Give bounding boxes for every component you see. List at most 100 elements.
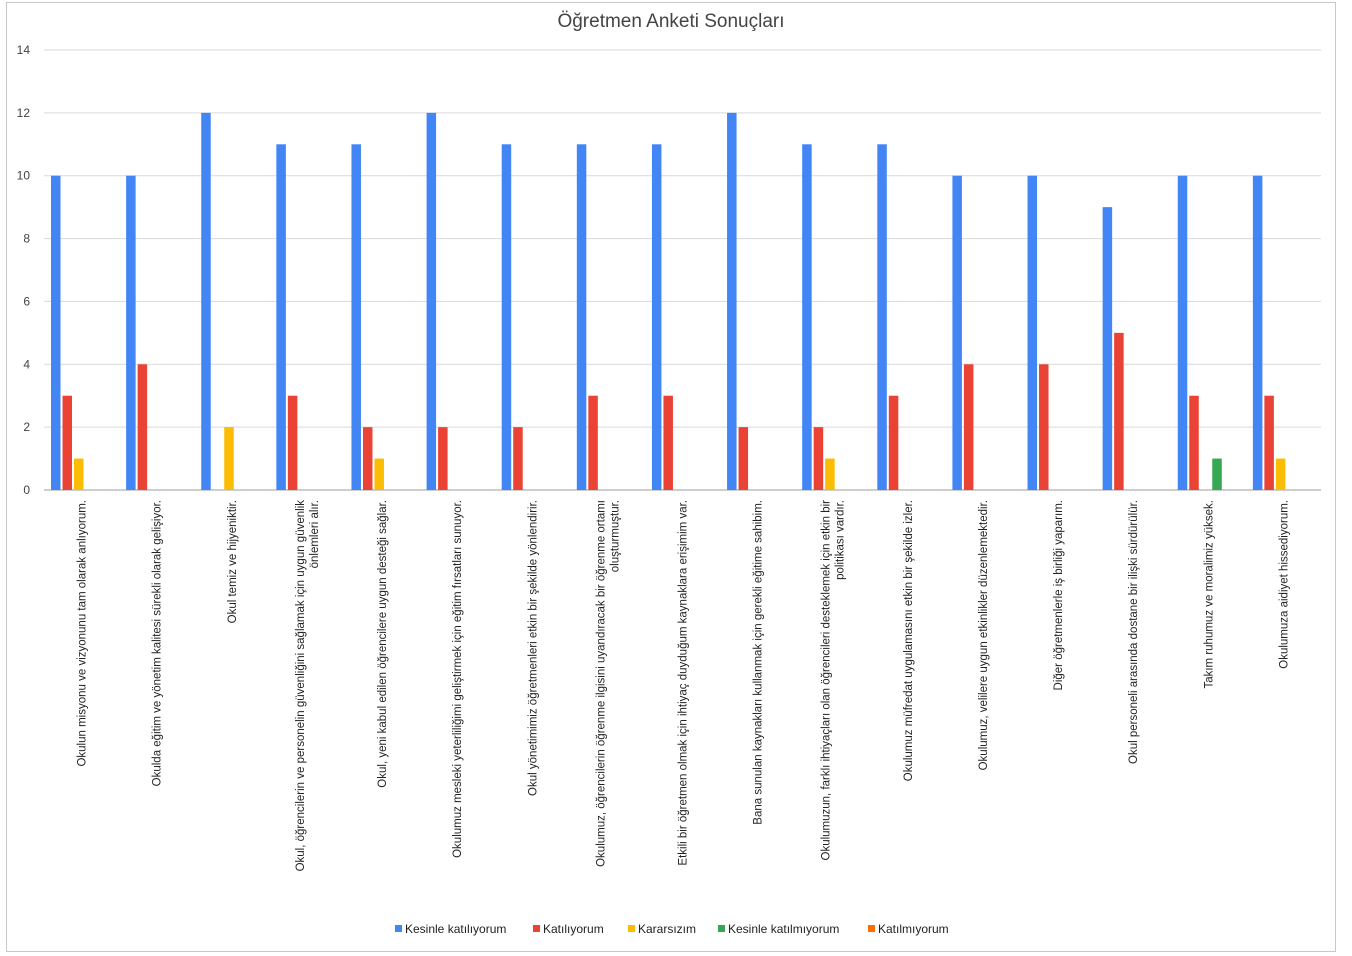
y-tick-label: 0 (23, 483, 30, 497)
legend-swatch (718, 925, 725, 932)
y-tick-label: 14 (17, 43, 31, 57)
legend-swatch (868, 925, 875, 932)
bar-2-13 (963, 364, 974, 490)
bar-2-14 (1039, 364, 1049, 490)
bar-1-10 (727, 112, 737, 490)
category-label-line: Okulun misyonu ve vizyonunu tam olarak a… (77, 500, 89, 767)
category-label-line: Bana sunulan kaynakları kullanmak için g… (753, 500, 765, 825)
y-tick-label: 6 (23, 294, 30, 308)
bar-1-13 (952, 175, 962, 490)
category-label-line: Okulumuz, öğrencilerin öğrenme ilgisini … (595, 500, 607, 867)
y-tick-label: 2 (23, 420, 30, 434)
bar-1-6 (426, 112, 437, 490)
bar-1-5 (351, 144, 361, 491)
bar-2-4 (287, 395, 298, 490)
chart-title: Öğretmen Anketi Sonuçları (557, 11, 784, 32)
chart-frame: Öğretmen Anketi Sonuçları 0 2 4 6 8 10 12 14 Ok… (6, 2, 1336, 952)
bar-2-10 (738, 427, 749, 490)
category-label: Okulun misyonu ve vizyonunu tam olarak a… (77, 500, 89, 767)
bar-1-2 (126, 175, 136, 490)
bar-3-1 (74, 458, 84, 490)
category-label-line: Okulda eğitim ve yönetim kalitesi sürekl… (152, 500, 164, 786)
legend-label: Kararsızım (638, 922, 696, 936)
bar-1-12 (877, 144, 887, 491)
category-label-line: Takım ruhumuz ve moralimiz yüksek. (1203, 500, 1215, 689)
category-label-line: Okul, yeni kabul edilen öğrencilere uygu… (377, 500, 389, 788)
bars (51, 112, 1286, 491)
y-tick-label: 8 (23, 232, 30, 246)
category-label-line: önlemleri alır. (309, 500, 321, 568)
legend-swatch (533, 925, 540, 932)
category-label: Okulumuz mesleki yeterliliğimi geliştirm… (452, 500, 464, 858)
category-label: Okul, öğrencilerin ve personelin güvenli… (295, 500, 321, 872)
y-tick-label: 4 (23, 357, 30, 371)
category-label-line: Okulumuz, velilere uygun etkinlikler düz… (978, 500, 990, 770)
bar-1-15 (1102, 207, 1113, 490)
bar-1-1 (51, 175, 61, 490)
bar-2-2 (137, 364, 148, 490)
category-label: Okulda eğitim ve yönetim kalitesi sürekl… (152, 500, 164, 786)
category-label: Okulumuz müfredat uygulamasını etkin bir… (903, 500, 915, 781)
bar-2-12 (888, 395, 899, 490)
category-label-line: Diğer öğretmenlerle iş birliği yaparım. (1053, 500, 1065, 690)
bar-1-4 (276, 144, 286, 491)
bar-2-15 (1114, 332, 1124, 490)
bar-2-1 (62, 395, 72, 490)
category-label: Okul temiz ve hijyeniktir. (227, 500, 239, 623)
category-label-line: Okul temiz ve hijyeniktir. (227, 500, 239, 623)
y-tick-label: 10 (17, 169, 31, 183)
legend-label: Kesinle katılmıyorum (728, 922, 839, 936)
category-label: Okul yönetimimiz öğretmenleri etkin bir … (527, 500, 539, 796)
category-label: Okulumuz, öğrencilerin öğrenme ilgisini … (595, 500, 621, 867)
category-label-line: politikası vardır. (835, 500, 847, 580)
bar-1-11 (802, 144, 812, 491)
category-label: Okulumuzun, farklı ihtiyaçları olan öğre… (821, 500, 847, 861)
legend-swatch (395, 925, 402, 932)
bar-1-16 (1177, 175, 1188, 490)
category-label: Takım ruhumuz ve moralimiz yüksek. (1203, 500, 1215, 689)
category-label-line: Etkili bir öğretmen olmak için ihtiyaç d… (678, 500, 690, 866)
category-label: Okulumuz, velilere uygun etkinlikler düz… (978, 500, 990, 770)
y-axis-ticks: 0 2 4 6 8 10 12 14 (17, 43, 31, 497)
category-label: Diğer öğretmenlerle iş birliği yaparım. (1053, 500, 1065, 690)
bar-1-9 (651, 144, 662, 491)
bar-1-8 (576, 144, 587, 491)
bar-3-3 (224, 427, 234, 490)
bar-4-16 (1212, 458, 1222, 490)
bar-2-8 (588, 395, 598, 490)
legend-swatch (628, 925, 635, 932)
legend-label: Katılıyorum (543, 922, 604, 936)
category-label-line: Okulumuza aidiyet hissediyorum. (1278, 500, 1290, 669)
category-label-line: oluşturmuştur. (609, 500, 621, 572)
legend-label: Kesinle katılıyorum (405, 922, 506, 936)
category-label: Bana sunulan kaynakları kullanmak için g… (753, 500, 765, 825)
bar-2-17 (1264, 395, 1274, 490)
bar-2-9 (663, 395, 673, 490)
bar-2-7 (513, 427, 523, 490)
category-label-line: Okul personeli arasında dostane bir iliş… (1128, 500, 1140, 764)
category-label-line: Okulumuz mesleki yeterliliğimi geliştirm… (452, 500, 464, 858)
category-label-line: Okul, öğrencilerin ve personelin güvenli… (295, 500, 307, 872)
bar-chart: Öğretmen Anketi Sonuçları 0 2 4 6 8 10 12 14 Ok… (17, 11, 1321, 936)
bar-2-11 (813, 427, 824, 490)
bar-1-3 (201, 112, 211, 490)
x-axis-labels: Okulun misyonu ve vizyonunu tam olarak a… (77, 500, 1291, 872)
bar-1-14 (1027, 175, 1038, 490)
bar-1-7 (501, 144, 512, 491)
bar-2-5 (362, 427, 373, 490)
category-label-line: Okulumuz müfredat uygulamasını etkin bir… (903, 500, 915, 781)
category-label-line: Okulumuzun, farklı ihtiyaçları olan öğre… (821, 500, 833, 861)
legend-label: Katılmıyorum (878, 922, 949, 936)
y-tick-label: 12 (17, 106, 31, 120)
gridlines (44, 49, 1321, 491)
bar-2-6 (438, 427, 448, 490)
legend: Kesinle katılıyorum Katılıyorum Kararsızım… (395, 922, 949, 936)
category-label: Okulumuza aidiyet hissediyorum. (1278, 500, 1290, 669)
category-label: Okul personeli arasında dostane bir iliş… (1128, 500, 1140, 764)
bar-3-17 (1275, 458, 1286, 490)
bar-3-11 (825, 458, 835, 490)
bar-3-5 (374, 458, 384, 490)
bar-2-16 (1189, 395, 1199, 490)
category-label: Okul, yeni kabul edilen öğrencilere uygu… (377, 500, 389, 788)
category-label-line: Okul yönetimimiz öğretmenleri etkin bir … (527, 500, 539, 796)
